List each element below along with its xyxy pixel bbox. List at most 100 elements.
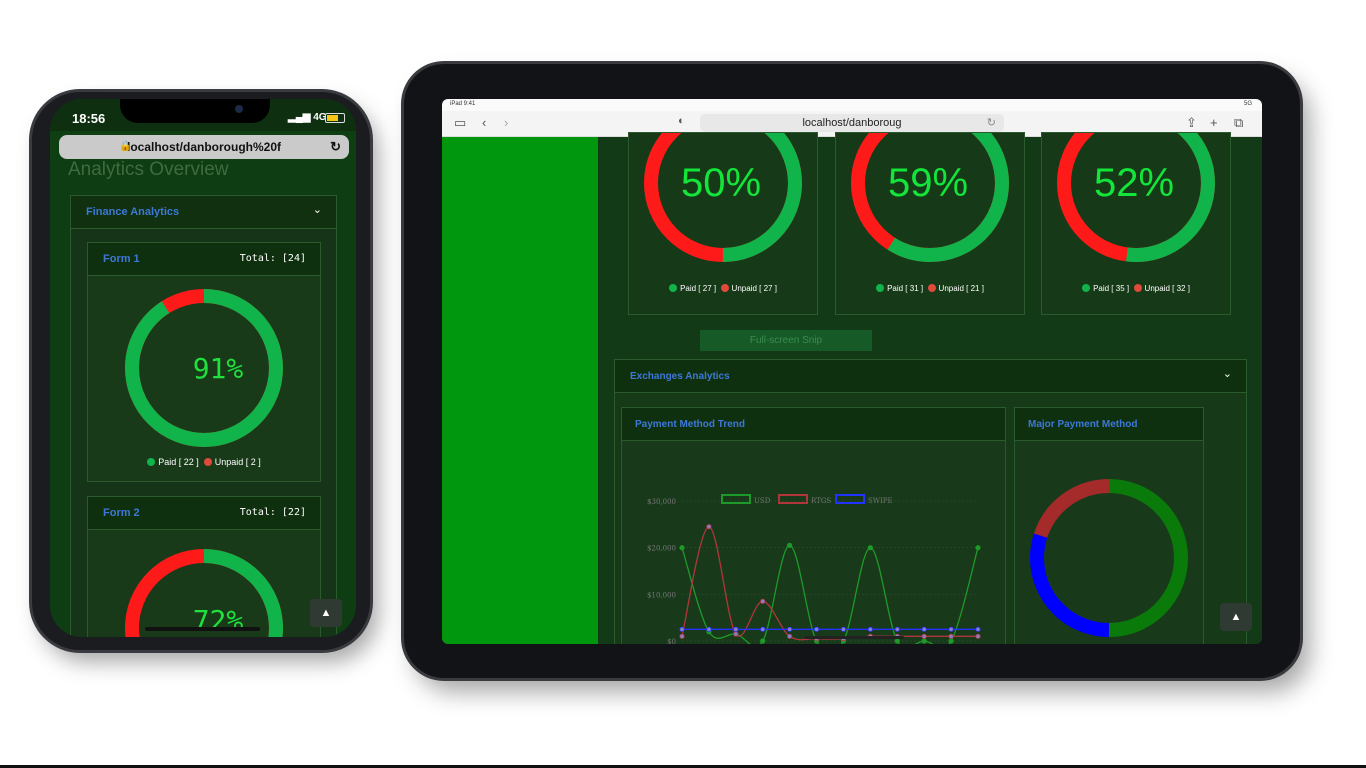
unpaid-dot-icon xyxy=(927,284,936,292)
gauge-3-unpaid: Unpaid [ 32 ] xyxy=(1144,284,1190,293)
finance-analytics-card: Finance Analytics ⌄ Form 1 Total: [24] 9… xyxy=(70,195,337,637)
legend-swatch[interactable] xyxy=(721,494,751,504)
green-sidebar xyxy=(442,137,598,644)
data-point-swipe[interactable] xyxy=(975,626,981,632)
phone-page: Analytics Overview Finance Analytics ⌄ F… xyxy=(50,159,356,637)
series-line-rtgs xyxy=(681,526,978,641)
reload-icon[interactable]: ↻ xyxy=(986,117,996,129)
exchanges-analytics-header[interactable]: Exchanges Analytics ⌄ xyxy=(615,360,1246,393)
data-point-swipe[interactable] xyxy=(787,626,793,632)
legend-label: RTGS xyxy=(811,497,831,505)
data-point-rtgs[interactable] xyxy=(760,598,766,604)
gauge-2-percent: 59% xyxy=(888,161,968,205)
tabs-icon[interactable]: ⧉ xyxy=(1234,115,1244,130)
gauge-1-donut: 50% xyxy=(644,104,802,262)
data-point-rtgs[interactable] xyxy=(948,633,954,639)
data-point-rtgs[interactable] xyxy=(787,633,793,639)
donut-paid-arc xyxy=(125,289,283,447)
paid-dot-icon xyxy=(876,284,885,292)
form-2-card: Form 2 Total: [22] 72% xyxy=(87,496,321,637)
tablet-url-text: localhost/danboroug xyxy=(802,117,902,129)
forward-icon[interactable]: › xyxy=(504,115,509,130)
data-point-rtgs[interactable] xyxy=(921,633,927,639)
data-point-swipe[interactable] xyxy=(921,626,927,632)
data-point-rtgs[interactable] xyxy=(975,633,981,639)
gauge-card-1: 50% Paid [ 27 ] Unpaid [ 27 ] xyxy=(628,104,818,315)
data-point-usd[interactable] xyxy=(975,545,981,551)
pie-slice-swipe[interactable] xyxy=(1030,479,1188,637)
data-point-swipe[interactable] xyxy=(706,626,712,632)
phone-status-bar: 18:56 ▂▄▆ 4G xyxy=(50,99,356,131)
gauge-3-paid: Paid [ 35 ] xyxy=(1093,284,1130,293)
y-tick-label: $10,000 xyxy=(647,591,676,599)
data-point-usd[interactable] xyxy=(894,638,900,644)
data-point-usd[interactable] xyxy=(787,542,793,548)
data-point-usd[interactable] xyxy=(867,545,873,551)
gauge-2-paid: Paid [ 31 ] xyxy=(887,284,924,293)
payment-method-trend-panel: Payment Method Trend USD RTGS SWIPE $30,000… xyxy=(621,407,1006,644)
data-point-rtgs[interactable] xyxy=(733,631,739,637)
lock-icon: 🔒 xyxy=(119,141,132,152)
finance-analytics-header[interactable]: Finance Analytics ⌄ xyxy=(71,196,336,229)
y-tick-label: $20,000 xyxy=(647,545,676,553)
payment-method-trend-header: Payment Method Trend xyxy=(622,408,1005,441)
data-point-usd[interactable] xyxy=(921,638,927,644)
data-point-rtgs[interactable] xyxy=(706,524,712,530)
form-2-title: Form 2 xyxy=(103,507,140,519)
data-point-swipe[interactable] xyxy=(867,626,873,632)
data-point-usd[interactable] xyxy=(948,638,954,644)
data-point-rtgs[interactable] xyxy=(679,633,685,639)
data-point-usd[interactable] xyxy=(760,638,766,644)
gauge-1-unpaid: Unpaid [ 27 ] xyxy=(731,284,777,293)
shield-icon[interactable]: ◐ xyxy=(678,115,685,127)
tablet-network: 5G xyxy=(1243,101,1252,107)
gauge-3-donut: 52% xyxy=(1057,104,1215,262)
gauge-3-legend: Paid [ 35 ] Unpaid [ 32 ] xyxy=(1042,284,1230,293)
data-point-swipe[interactable] xyxy=(894,626,900,632)
form-1-title: Form 1 xyxy=(103,253,140,265)
scroll-top-button[interactable]: ▲ xyxy=(1220,603,1252,631)
pie-slice-rtgs[interactable] xyxy=(1030,479,1188,637)
data-point-swipe[interactable] xyxy=(813,626,820,632)
gauge-2-unpaid: Unpaid [ 21 ] xyxy=(938,284,984,293)
form-1-legend: Paid [ 22 ] Unpaid [ 2 ] xyxy=(88,457,320,467)
unpaid-dot-icon xyxy=(203,458,212,466)
battery-icon xyxy=(325,113,345,123)
back-icon[interactable]: ‹ xyxy=(482,115,487,130)
form-1-percent: 91% xyxy=(193,352,244,385)
major-payment-method-header: Major Payment Method xyxy=(1015,408,1203,441)
tablet-url-bar[interactable]: localhost/danboroug ↻ xyxy=(700,114,1004,132)
tablet-main: 50% Paid [ 27 ] Unpaid [ 27 ] 59% Paid [… xyxy=(598,104,1262,644)
share-icon[interactable]: ⇪ xyxy=(1186,115,1197,130)
data-point-swipe[interactable] xyxy=(948,626,954,632)
phone-url-bar[interactable]: 🔒 localhost/danborough%20f ↻ xyxy=(59,135,349,159)
tablet-home-indicator xyxy=(804,636,904,639)
reload-icon[interactable]: ↻ xyxy=(330,139,341,154)
legend-swatch[interactable] xyxy=(835,494,865,504)
form-2-donut: 72% xyxy=(125,549,283,637)
major-payment-method-title: Major Payment Method xyxy=(1028,419,1138,430)
data-point-swipe[interactable] xyxy=(760,626,766,632)
phone-notch xyxy=(120,99,270,123)
data-point-swipe[interactable] xyxy=(840,626,847,632)
chevron-down-icon[interactable]: ⌄ xyxy=(312,204,322,216)
data-point-swipe[interactable] xyxy=(733,626,739,632)
payment-method-trend-chart: USD RTGS SWIPE$30,000$20,000$10,000$0 xyxy=(647,494,981,644)
phone-time: 18:56 xyxy=(72,111,106,126)
tablet-status-bar: iPad 9:41 5G xyxy=(442,99,1262,111)
data-point-usd[interactable] xyxy=(679,545,685,551)
form-2-total: Total: [22] xyxy=(239,507,306,518)
gauge-3-percent: 52% xyxy=(1094,161,1174,205)
scroll-top-button[interactable]: ▲ xyxy=(310,599,342,627)
gauge-1-legend: Paid [ 27 ] Unpaid [ 27 ] xyxy=(629,284,817,293)
sidebar-toggle-icon[interactable]: ▭ xyxy=(454,115,467,130)
unpaid-dot-icon xyxy=(720,284,729,292)
new-tab-icon[interactable]: + xyxy=(1210,115,1218,130)
data-point-swipe[interactable] xyxy=(679,626,685,632)
legend-swatch[interactable] xyxy=(778,494,808,504)
chevron-down-icon[interactable]: ⌄ xyxy=(1222,368,1232,380)
finance-analytics-title: Finance Analytics xyxy=(86,206,180,218)
page-bottom-rule xyxy=(0,765,1366,768)
signal-icon: ▂▄▆ 4G xyxy=(288,112,327,123)
paid-dot-icon xyxy=(669,284,678,292)
